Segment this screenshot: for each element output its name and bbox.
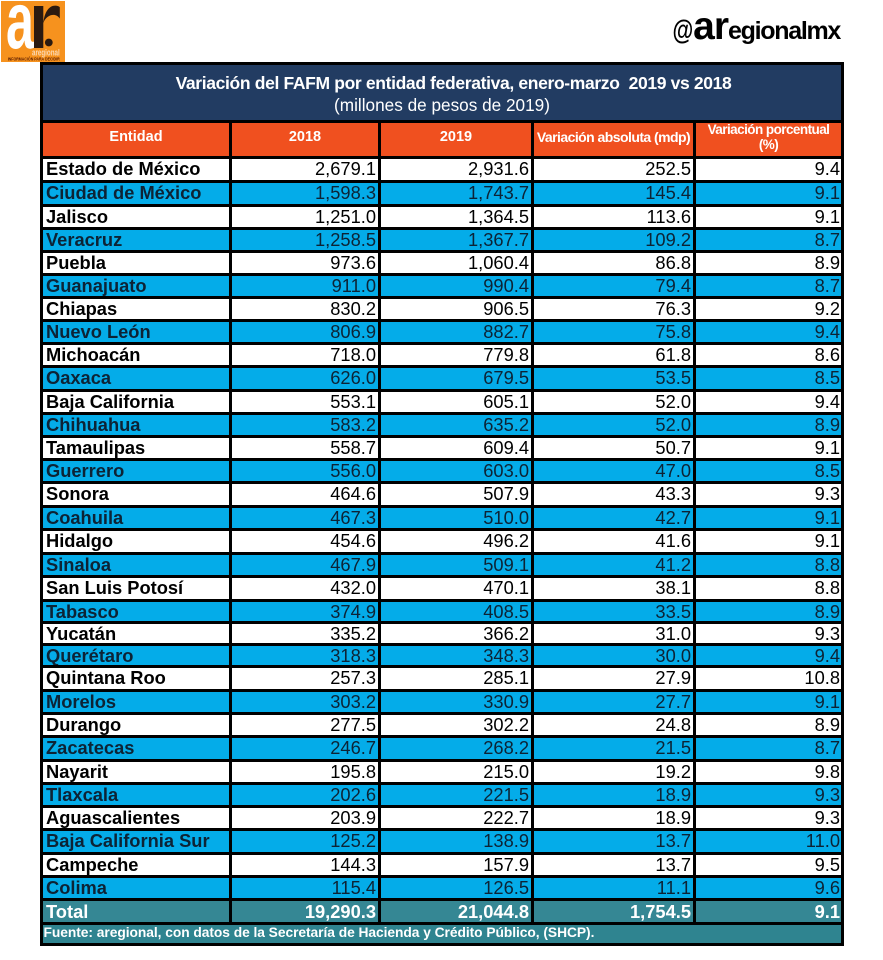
svg-text:INFORMACIÓN PARA DECIDIR: INFORMACIÓN PARA DECIDIR — [8, 54, 61, 61]
svg-text:aregional: aregional — [32, 48, 60, 58]
svg-text:a: a — [6, 1, 34, 62]
